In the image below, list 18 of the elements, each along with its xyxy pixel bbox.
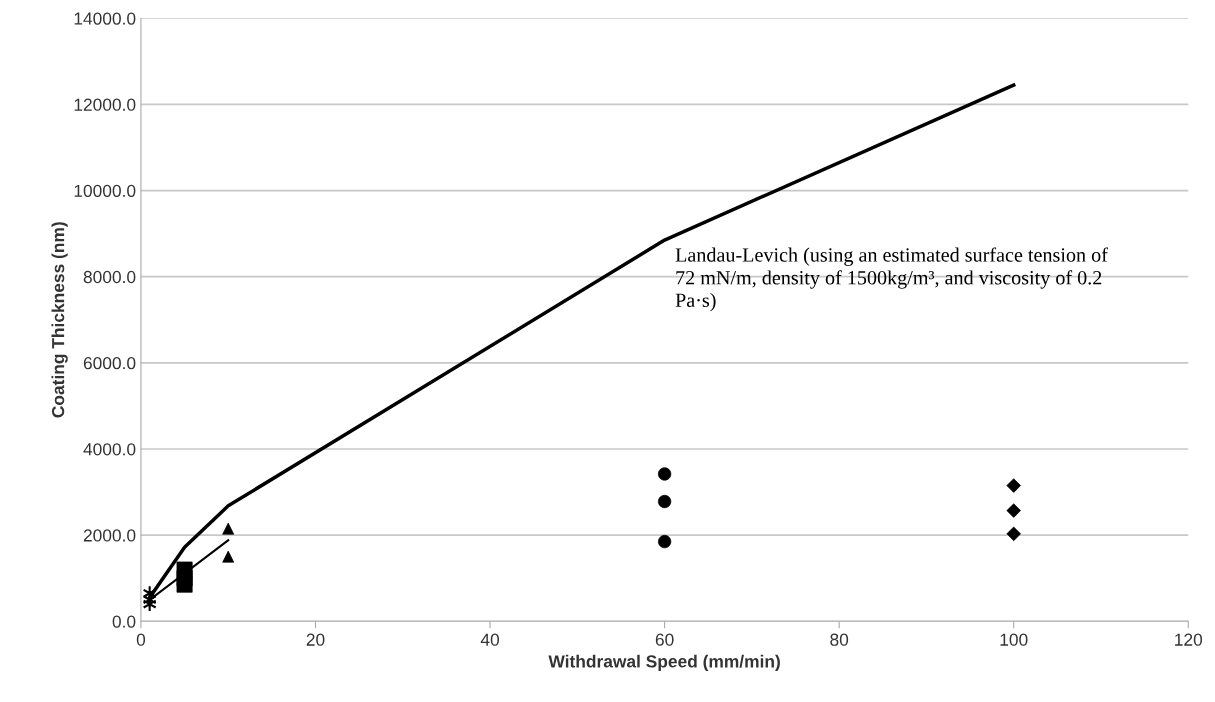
- x-tick-label: 80: [830, 633, 849, 646]
- y-tick-label: 10000.0: [74, 184, 136, 197]
- y-tick-label: 4000.0: [83, 443, 136, 456]
- x-axis-title: Withdrawal Speed (mm/min): [548, 654, 780, 671]
- x-tick-label: 0: [136, 633, 146, 646]
- y-tick-label: 14000.0: [74, 12, 136, 25]
- x-tick-label: 20: [306, 633, 325, 646]
- annotation: Landau-Levich (using an estimated surface tension of 72 mN/m, density of 1500kg/m³, and viscosity of 0.2 Pa·s): [675, 247, 1108, 312]
- x-tick-label: 100: [1000, 633, 1028, 646]
- x-tick-label: 120: [1175, 633, 1203, 646]
- x-tick-label: 40: [480, 633, 500, 646]
- y-tick-label: 0.0: [112, 615, 136, 628]
- y-tick-label: 8000.0: [83, 270, 136, 284]
- y-tick-label: 2000.0: [83, 529, 136, 542]
- x-tick-label: 60: [655, 633, 674, 646]
- y-tick-label: 12000.0: [74, 98, 136, 111]
- y-axis-title: Coating Thickness (nm): [51, 222, 68, 418]
- y-tick-label: 6000.0: [83, 357, 136, 370]
